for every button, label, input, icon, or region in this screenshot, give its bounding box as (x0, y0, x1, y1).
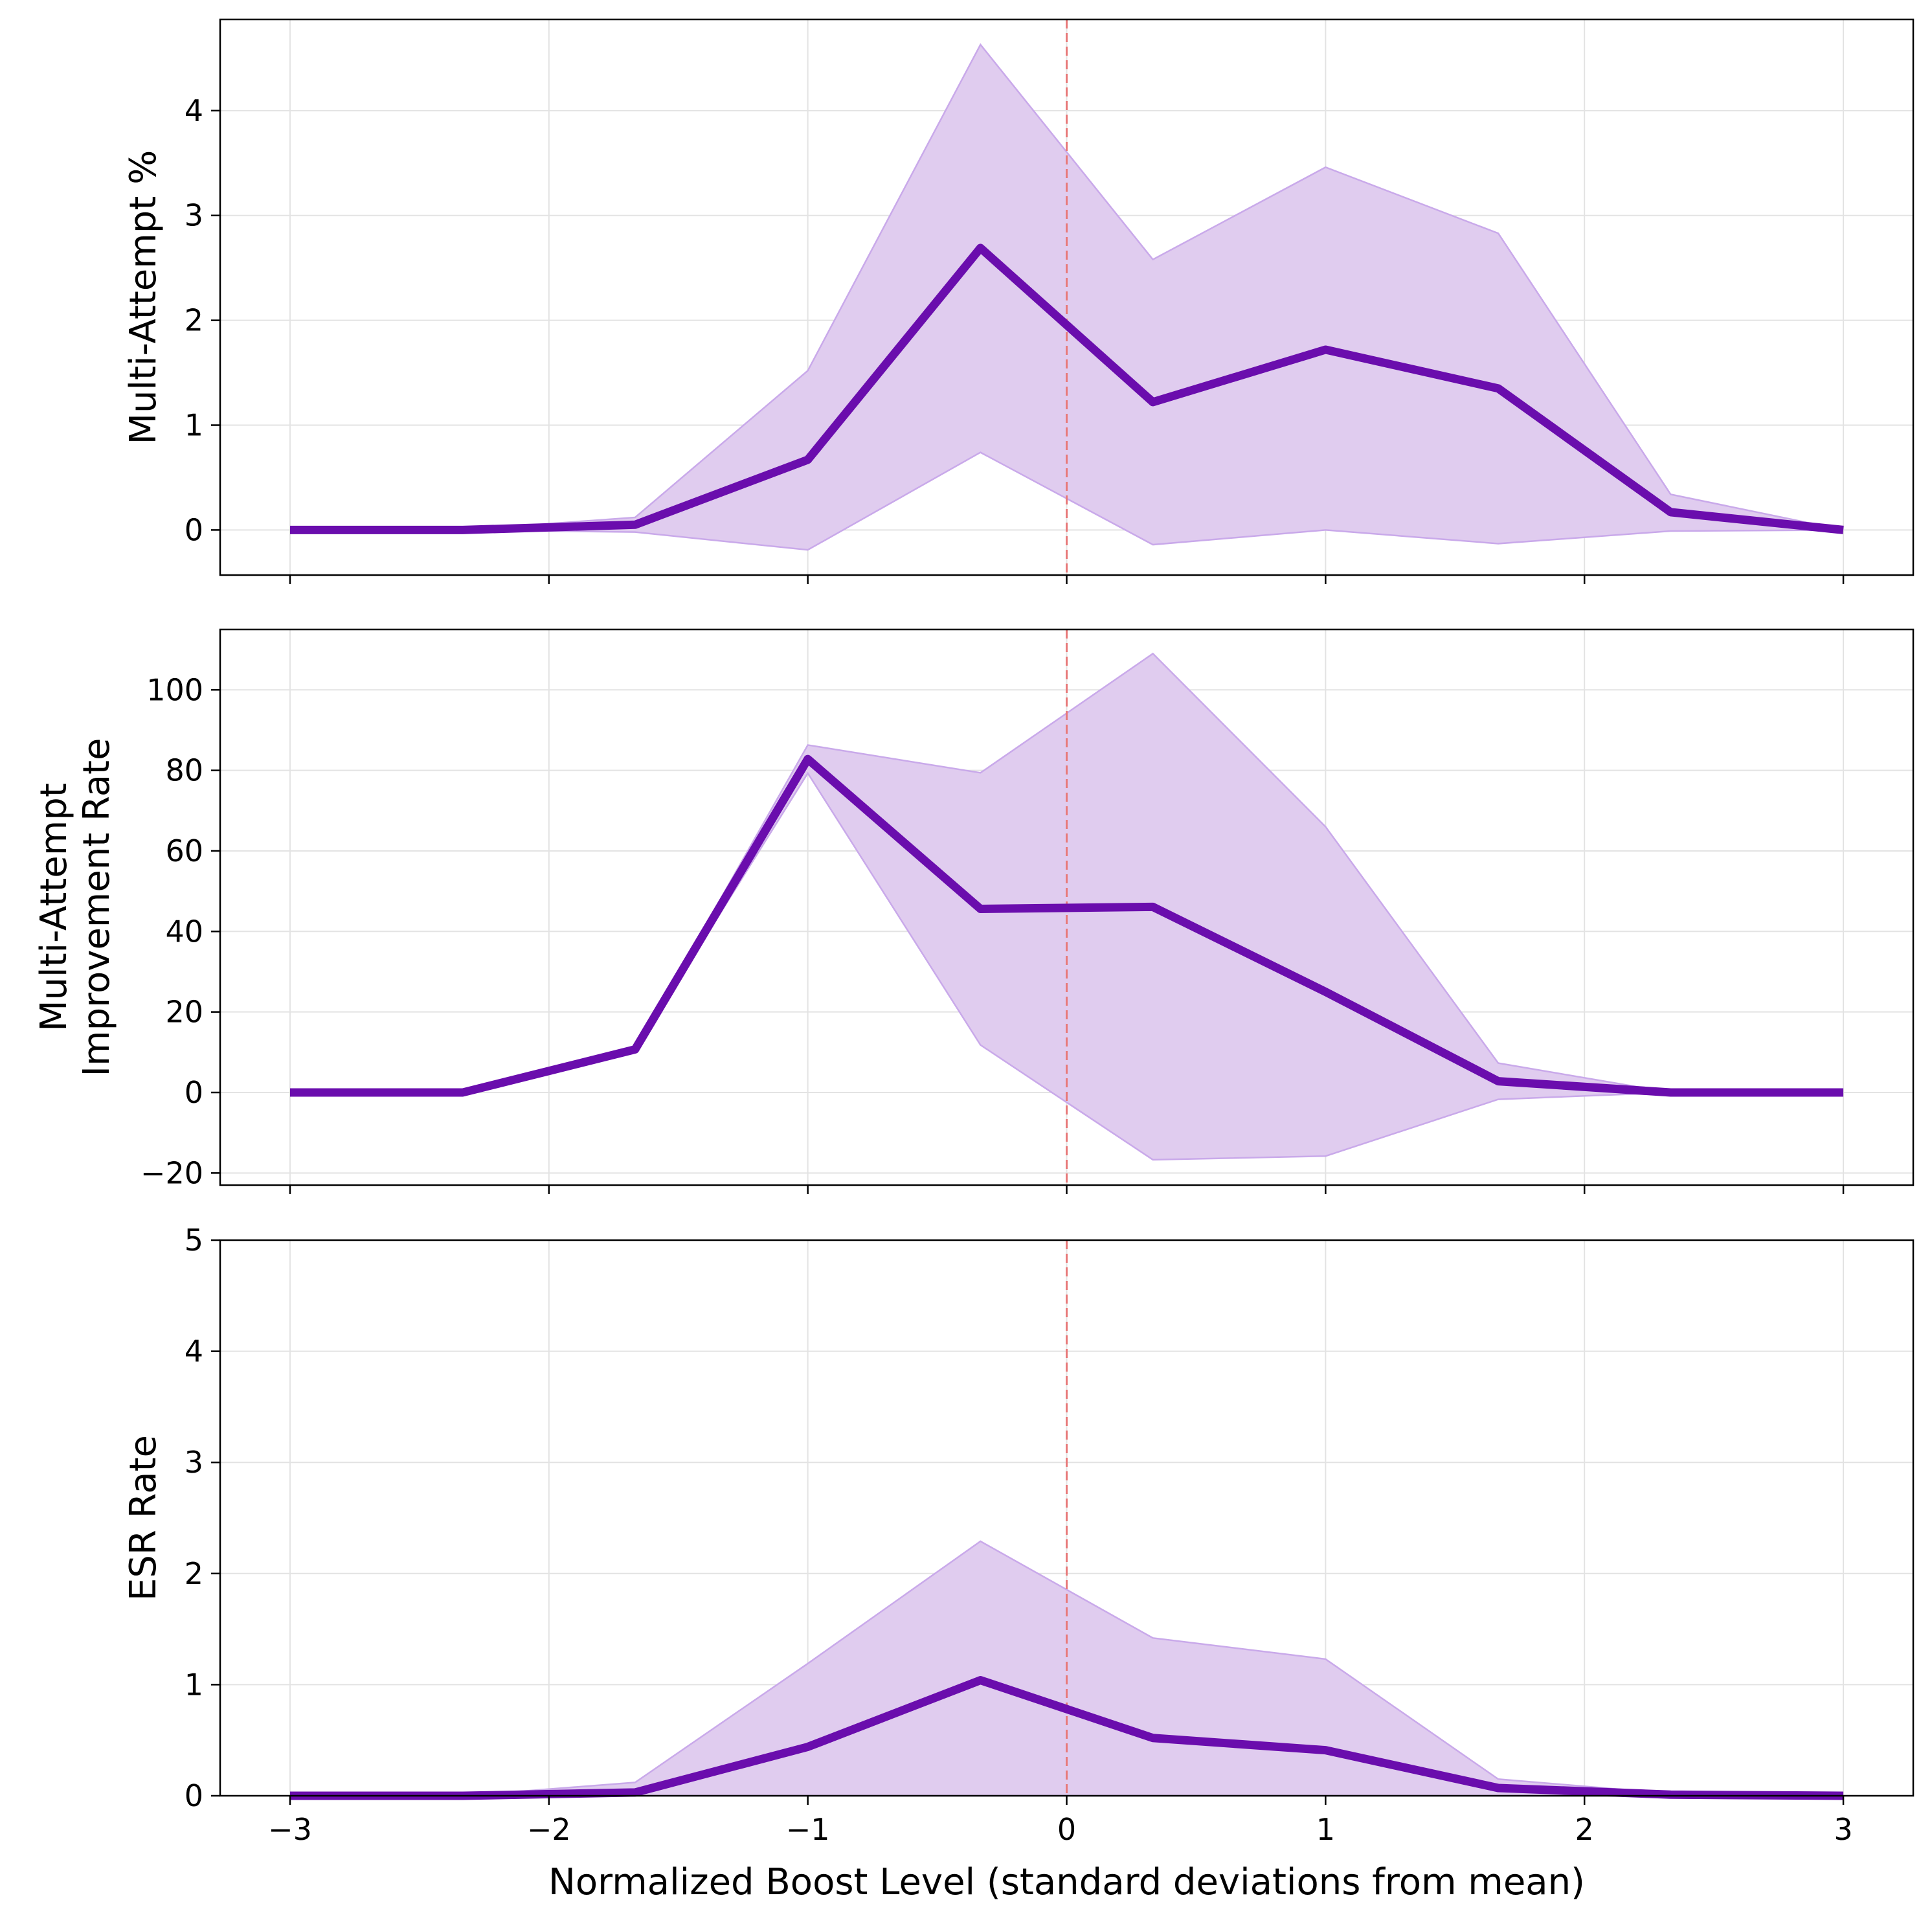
y-tick-label: 0 (185, 512, 203, 547)
data-point (635, 1048, 636, 1050)
panel-3: −3 −2 −1 0 1 2 3 0 1 2 3 4 5 ESR Rate Normalized Boost… (122, 1223, 1915, 1903)
data-point (1843, 1092, 1844, 1093)
data-point (462, 1092, 464, 1093)
y-axis-label: Multi-Attempt (33, 783, 75, 1032)
y-tick-label: 1 (185, 1667, 203, 1702)
data-point (980, 1680, 981, 1681)
data-point (980, 908, 981, 909)
y-tick-label: 4 (185, 93, 203, 128)
data-point (1152, 1737, 1154, 1739)
x-axis-label: Normalized Boost Level (standard deviati… (548, 1861, 1585, 1903)
y-axis-label: ESR Rate (122, 1435, 164, 1601)
y-tick-label: 0 (185, 1075, 203, 1110)
series-line (289, 754, 1844, 1097)
x-tick-label: 0 (1057, 1812, 1076, 1847)
y-tick-label: −20 (140, 1155, 203, 1190)
panel-2: −20 0 20 40 60 80 100 Multi-Attempt Improvement … (33, 628, 1915, 1194)
y-tick-label: 5 (185, 1223, 203, 1258)
y-axis-label: Improvement Rate (76, 738, 118, 1077)
y-tick-label: 80 (165, 753, 203, 788)
x-tick-label: 1 (1316, 1812, 1335, 1847)
y-tick-label: 20 (165, 995, 203, 1030)
data-point (289, 529, 291, 530)
panel-1: 0 1 2 3 4 Multi-Attempt % (122, 18, 1915, 584)
y-tick-label: 60 (165, 833, 203, 868)
series-line (289, 1676, 1844, 1800)
data-point (635, 1792, 636, 1793)
data-point (1670, 1092, 1671, 1093)
y-tick-label: 1 (185, 408, 203, 443)
data-point (1325, 991, 1326, 993)
data-point (980, 247, 981, 249)
y-tick-label: 40 (165, 914, 203, 949)
data-point (289, 1092, 291, 1093)
data-point (1152, 402, 1154, 403)
y-tick-label: 2 (185, 303, 203, 338)
data-point (462, 529, 464, 530)
data-point (1498, 388, 1499, 389)
data-point (1325, 1750, 1326, 1751)
y-tick-label: 100 (146, 672, 203, 707)
x-tick-label: −2 (527, 1812, 571, 1847)
x-tick-label: −3 (268, 1812, 312, 1847)
data-point (1325, 349, 1326, 350)
series-line (289, 243, 1844, 534)
x-tick-label: 3 (1834, 1812, 1852, 1847)
y-tick-label: 3 (185, 1445, 203, 1480)
y-tick-label: 2 (185, 1556, 203, 1591)
y-tick-label: 3 (185, 198, 203, 233)
data-point (1843, 529, 1844, 530)
data-point (635, 524, 636, 525)
data-point (807, 459, 809, 460)
x-tick-label: 2 (1575, 1812, 1594, 1847)
data-point (1498, 1787, 1499, 1789)
y-axis-label: Multi-Attempt % (122, 150, 164, 445)
data-point (807, 1746, 809, 1747)
data-point (1498, 1081, 1499, 1082)
x-tick-label: −1 (786, 1812, 830, 1847)
y-tick-label: 0 (185, 1778, 203, 1813)
data-point (1152, 906, 1154, 907)
data-point (1670, 512, 1671, 513)
data-point (807, 758, 809, 760)
y-tick-label: 4 (185, 1334, 203, 1369)
